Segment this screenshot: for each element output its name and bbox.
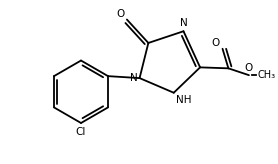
- Text: CH₃: CH₃: [258, 70, 276, 80]
- Text: NH: NH: [176, 95, 191, 105]
- Text: O: O: [245, 63, 253, 73]
- Text: N: N: [180, 18, 187, 28]
- Text: O: O: [211, 38, 220, 48]
- Text: Cl: Cl: [76, 127, 86, 137]
- Text: N: N: [130, 73, 138, 83]
- Text: O: O: [117, 9, 125, 19]
